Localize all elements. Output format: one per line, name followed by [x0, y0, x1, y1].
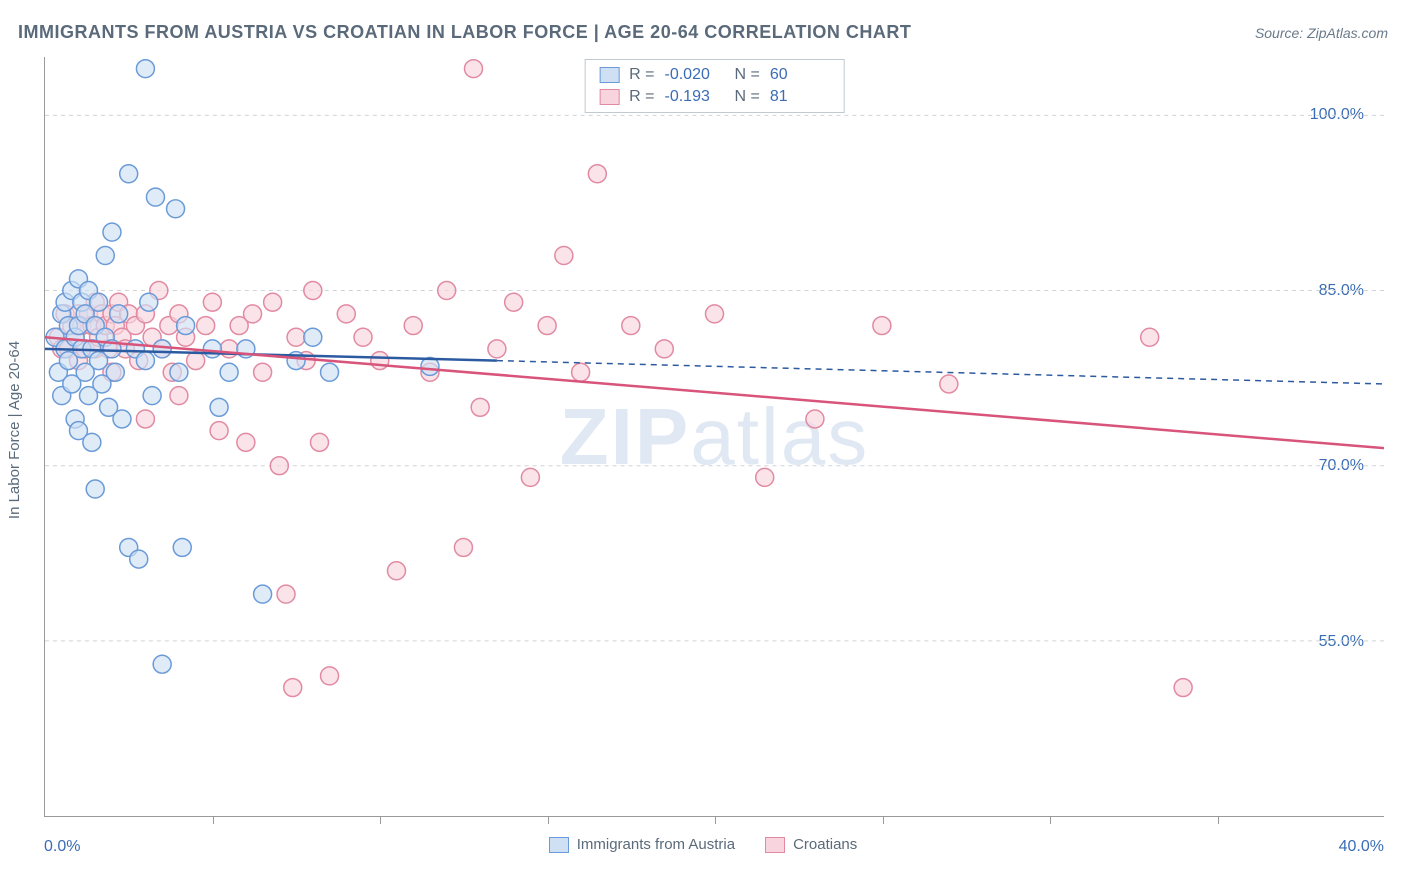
r-label: R = [629, 88, 654, 106]
x-tick [380, 816, 381, 824]
x-tick [883, 816, 884, 824]
n-value-croatia: 81 [770, 88, 830, 106]
title-row: IMMIGRANTS FROM AUSTRIA VS CROATIAN IN L… [18, 22, 1388, 43]
swatch-austria [549, 837, 569, 853]
chart-title: IMMIGRANTS FROM AUSTRIA VS CROATIAN IN L… [18, 22, 911, 43]
x-tick [715, 816, 716, 824]
correlation-row-austria: R = -0.020 N = 60 [599, 66, 830, 84]
r-value-austria: -0.020 [665, 66, 725, 84]
correlation-row-croatia: R = -0.193 N = 81 [599, 88, 830, 106]
x-tick [1218, 816, 1219, 824]
chart-container: IMMIGRANTS FROM AUSTRIA VS CROATIAN IN L… [0, 0, 1406, 892]
x-tick [213, 816, 214, 824]
y-axis-label: In Labor Force | Age 20-64 [6, 341, 23, 519]
n-label: N = [735, 66, 760, 84]
correlation-legend: R = -0.020 N = 60 R = -0.193 N = 81 [584, 59, 845, 113]
series-legend: Immigrants from Austria Croatians [0, 836, 1406, 853]
r-label: R = [629, 66, 654, 84]
legend-label-croatia: Croatians [793, 836, 857, 853]
source-label: Source: ZipAtlas.com [1255, 25, 1388, 41]
legend-label-austria: Immigrants from Austria [577, 836, 735, 853]
plot-area: ZIPatlas R = -0.020 N = 60 R = -0.193 N … [44, 57, 1384, 817]
legend-item-croatia: Croatians [765, 836, 857, 853]
swatch-croatia [599, 89, 619, 105]
r-value-croatia: -0.193 [665, 88, 725, 106]
x-tick [1050, 816, 1051, 824]
n-value-austria: 60 [770, 66, 830, 84]
n-label: N = [735, 88, 760, 106]
legend-item-austria: Immigrants from Austria [549, 836, 735, 853]
x-tick [548, 816, 549, 824]
swatch-croatia [765, 837, 785, 853]
scatter-svg [45, 57, 1384, 816]
swatch-austria [599, 67, 619, 83]
